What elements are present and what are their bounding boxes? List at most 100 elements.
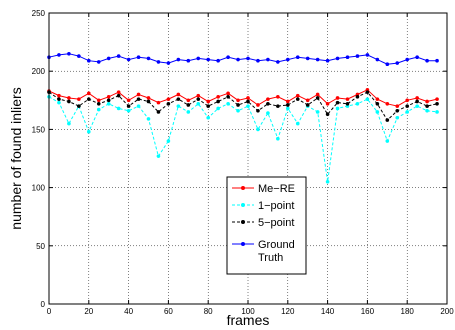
data-point <box>77 97 81 101</box>
data-point <box>166 139 171 143</box>
data-point <box>236 103 240 107</box>
legend-box <box>226 176 307 275</box>
data-point <box>226 95 230 99</box>
data-point <box>266 111 270 115</box>
data-point <box>87 129 91 134</box>
data-point <box>286 57 290 62</box>
data-point <box>176 57 181 62</box>
data-point <box>405 104 410 108</box>
x-tick-label: 100 <box>241 307 255 316</box>
data-point <box>315 110 320 114</box>
data-point <box>295 55 300 60</box>
data-point <box>395 108 400 113</box>
data-point <box>335 100 340 105</box>
data-point <box>395 104 400 108</box>
data-point <box>435 101 439 106</box>
data-point <box>425 58 429 63</box>
data-point <box>87 58 91 63</box>
data-point <box>375 57 380 62</box>
data-point <box>216 106 220 111</box>
x-tick-label: 40 <box>124 307 133 316</box>
data-point <box>256 127 260 132</box>
data-point <box>415 99 419 104</box>
data-point <box>286 106 290 111</box>
data-point <box>286 103 290 107</box>
data-point <box>385 101 390 106</box>
y-tick-label: 0 <box>41 300 46 309</box>
data-point <box>206 57 210 62</box>
y-tick-label: 200 <box>32 67 46 76</box>
series-line <box>48 53 438 65</box>
x-tick-label: 60 <box>164 307 173 316</box>
y-tick-label: 100 <box>32 184 46 193</box>
x-tick-label: 140 <box>321 307 335 316</box>
data-point <box>67 51 71 56</box>
data-point <box>415 104 419 108</box>
data-point <box>246 104 250 108</box>
data-point <box>106 101 111 106</box>
series-lines <box>47 51 439 184</box>
series-line <box>48 89 438 107</box>
data-point <box>106 56 111 61</box>
y-tick-label: 50 <box>36 242 45 251</box>
data-point <box>176 104 181 108</box>
data-point <box>425 104 429 108</box>
data-point <box>405 98 410 103</box>
data-point <box>57 53 61 57</box>
data-point <box>77 104 81 108</box>
y-tick-label: 150 <box>32 125 46 134</box>
data-point <box>325 101 330 106</box>
data-point <box>196 56 201 61</box>
x-axis-label: frames <box>227 312 270 328</box>
data-point <box>57 97 61 101</box>
data-point <box>156 110 161 114</box>
data-point <box>365 53 370 57</box>
data-point <box>156 60 161 64</box>
data-point <box>305 103 310 107</box>
data-point <box>355 54 360 58</box>
data-point <box>375 97 380 101</box>
data-point <box>196 97 201 101</box>
axis-ticks: 0 20 40 60 80 100 120 140 160 180 200 0 50 100 150 200 2… <box>32 9 455 316</box>
data-point <box>186 58 191 63</box>
data-point <box>146 99 151 104</box>
x-tick-label: 80 <box>204 307 213 316</box>
data-point <box>345 55 350 60</box>
data-point <box>325 58 330 63</box>
data-point <box>57 100 61 105</box>
data-point <box>385 139 390 143</box>
data-point <box>415 55 419 60</box>
series-0 <box>47 88 439 108</box>
legend-label: 1−point <box>258 200 294 212</box>
data-point <box>136 92 141 97</box>
data-point <box>87 97 91 101</box>
legend-label: 5−point <box>258 217 294 229</box>
data-point <box>186 98 191 103</box>
data-point <box>335 96 340 100</box>
data-point <box>186 110 191 114</box>
data-point <box>435 110 439 114</box>
y-axis-label: number of found inliers <box>8 87 24 229</box>
x-tick-label: 180 <box>401 307 415 316</box>
data-point <box>96 101 101 106</box>
data-point <box>116 90 121 94</box>
data-point <box>246 96 250 100</box>
data-point <box>226 101 230 106</box>
data-point <box>305 98 310 103</box>
data-point <box>315 92 320 97</box>
data-point <box>266 101 270 106</box>
data-point <box>186 103 191 107</box>
legend-label: Ground <box>258 239 295 251</box>
legend-marker <box>241 186 245 190</box>
x-tick-label: 0 <box>47 307 52 316</box>
data-point <box>126 108 131 113</box>
data-point <box>57 93 61 98</box>
data-point <box>345 101 350 106</box>
data-point <box>295 93 300 98</box>
data-point <box>176 97 181 101</box>
data-point <box>295 121 300 126</box>
legend-label: Me−RE <box>258 183 295 195</box>
data-point <box>206 115 210 120</box>
